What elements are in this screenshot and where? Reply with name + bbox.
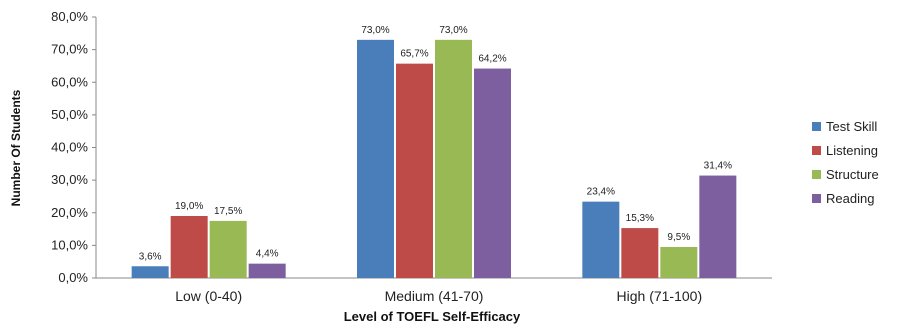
chart-bars [131,39,737,279]
bar [435,39,472,279]
legend-label: Test Skill [826,119,877,134]
legend-label: Reading [826,191,874,206]
x-tick-label: Low (0-40) [175,288,242,304]
bar [474,68,511,278]
y-tick-label: 50,0% [51,107,88,122]
bar [396,63,433,279]
data-label: 31,4% [704,161,732,172]
data-label: 73,0% [439,25,467,36]
data-label: 23,4% [587,187,615,198]
data-label: 4,4% [256,249,279,260]
y-axis-label: Number Of Students [9,89,23,206]
legend-swatch [812,146,821,155]
legend-swatch [812,194,821,203]
y-tick-label: 20,0% [51,205,88,220]
data-label: 19,0% [175,201,203,212]
legend-label: Listening [826,143,878,158]
y-tick-label: 0,0% [58,270,88,285]
bar [699,175,737,278]
y-tick-label: 40,0% [51,140,88,155]
x-axis-label: Level of TOEFL Self-Efficacy [344,309,521,324]
data-label: 17,5% [214,206,242,217]
bar [582,201,620,278]
bar [209,220,247,278]
x-axis-categories: Low (0-40) Medium (41-70) High (71-100) [175,288,702,304]
bar [660,247,698,278]
data-label: 73,0% [361,25,389,36]
bar [621,228,659,278]
x-tick-label: Medium (41-70) [385,288,484,304]
data-label: 3,6% [139,251,162,262]
y-tick-label: 80,0% [51,9,88,24]
data-label: 65,7% [400,49,428,60]
y-tick-label: 10,0% [51,237,88,252]
x-tick-label: High (71-100) [617,288,703,304]
data-labels: 3,6% 19,0% 17,5% 4,4% 73,0% 65,7% 73,0% 64,2% 23… [139,25,732,262]
y-axis-ticks: 0,0% 10,0% 20,0% 30,0% 40,0% 50,0% 60,0% 70,0% 8… [51,9,96,285]
chart-legend: Test Skill Listening Structure Reading [812,119,879,206]
y-tick-label: 70,0% [51,42,88,57]
legend-label: Structure [826,167,879,182]
data-label: 64,2% [478,54,506,65]
data-label: 9,5% [667,232,690,243]
bar [248,263,286,278]
bar [131,266,169,278]
data-label: 15,3% [626,213,654,224]
y-tick-label: 30,0% [51,172,88,187]
legend-swatch [812,170,821,179]
y-tick-label: 60,0% [51,74,88,89]
bar [170,216,208,278]
bar [357,39,394,279]
legend-swatch [812,122,821,131]
